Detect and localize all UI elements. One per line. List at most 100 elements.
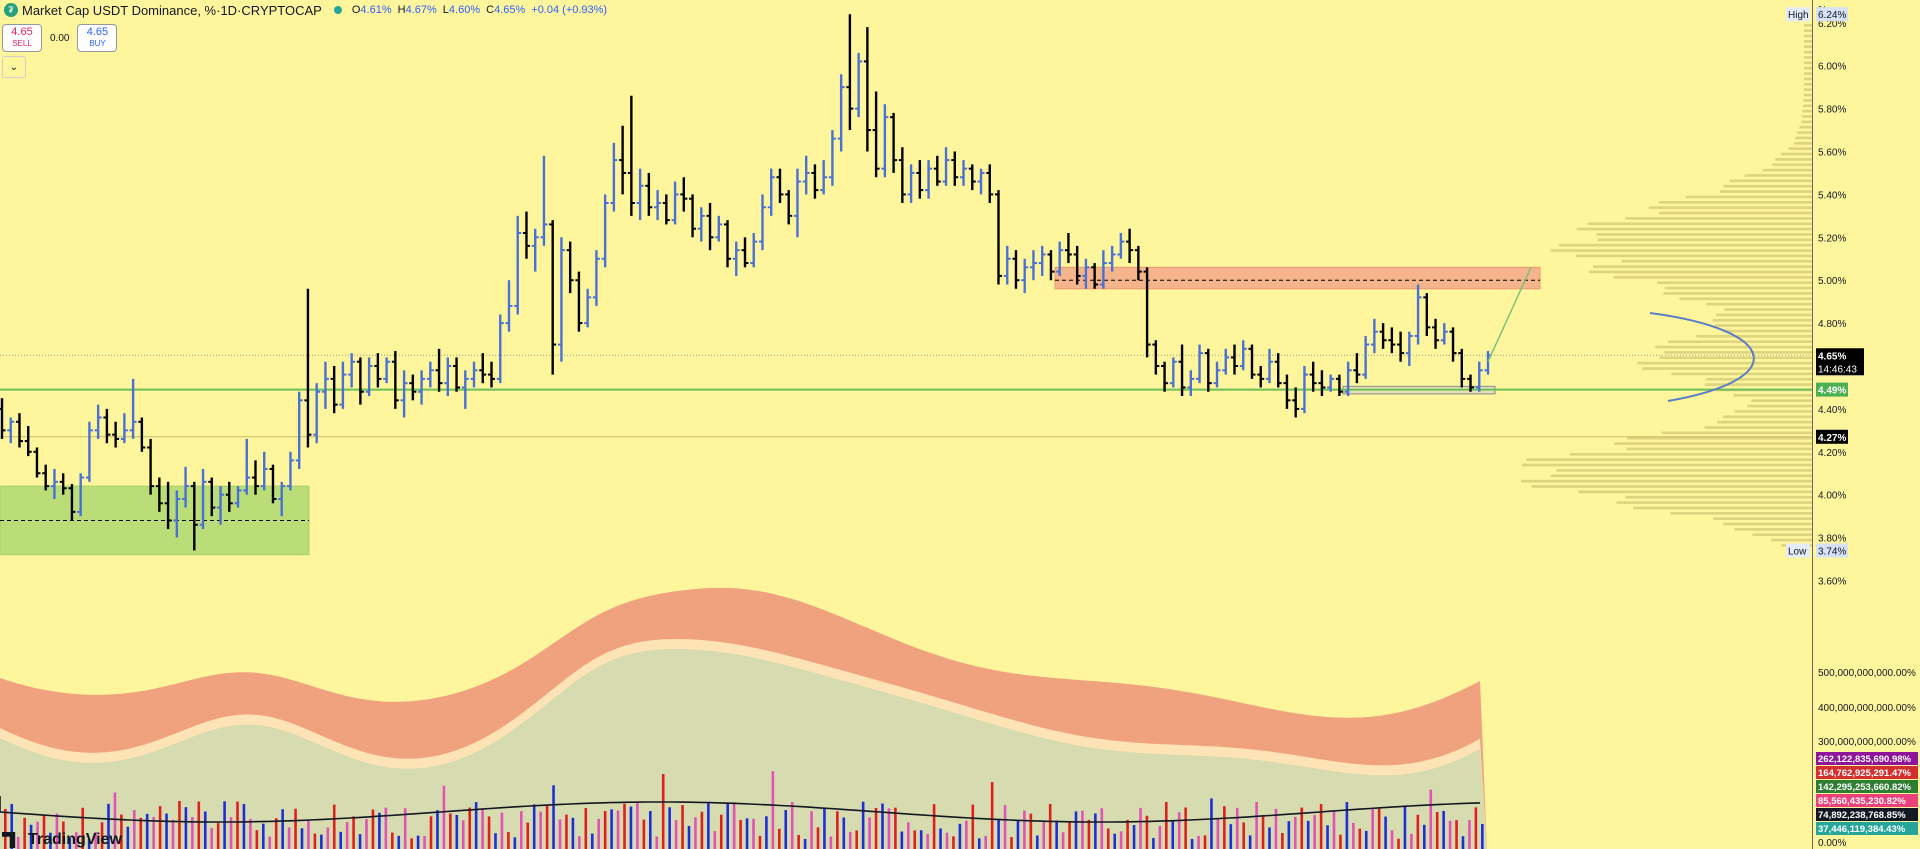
volume-bar [107, 803, 110, 849]
ohlc-bar [453, 357, 461, 392]
volume-bar [1416, 814, 1420, 849]
symbol-title[interactable]: Market Cap USDT Dominance, % [22, 2, 217, 18]
low-value: L4.60% [442, 4, 481, 16]
collapse-legend-button[interactable]: ⌄ [2, 56, 26, 78]
volume-bar [23, 817, 26, 849]
volume-bar [1132, 825, 1136, 849]
ohlc-bar [243, 438, 251, 495]
ohlc-bar [435, 348, 443, 392]
ohlc-bar [339, 361, 347, 409]
ohlc-bar [898, 147, 906, 203]
volume-bar [881, 803, 884, 849]
volume-profile-row [1801, 120, 1812, 124]
volume-profile-row [1781, 152, 1812, 156]
volume-bar [281, 809, 284, 849]
volume-bar [442, 785, 446, 849]
ohlc-bar [269, 464, 277, 504]
ohlc-bar [286, 451, 294, 491]
volume-bar [1358, 828, 1362, 849]
volume-bar [1029, 813, 1033, 849]
ohlc-bar [986, 164, 994, 203]
ohlc-bar [0, 398, 6, 439]
level-lines [0, 354, 1812, 438]
volume-bar [1042, 821, 1046, 849]
ohlc-bar [610, 142, 618, 212]
ohlc-bar [1432, 318, 1440, 349]
ohlc-bar [1292, 387, 1300, 418]
ohlc-bar [1467, 374, 1475, 392]
ohlc-bar [1274, 353, 1282, 388]
volume-bar [358, 834, 362, 849]
ohlc-bar [942, 147, 950, 186]
ohlc-bar [1091, 263, 1099, 289]
volume-bar [1281, 832, 1284, 849]
ohlc-bar [575, 271, 583, 332]
tradingview-logo[interactable]: TradingView [2, 831, 122, 849]
volume-profile-row [1556, 469, 1812, 472]
volume-profile-row [1803, 93, 1812, 97]
ohlc-bar [260, 451, 268, 491]
interval-label[interactable]: 1D [220, 2, 238, 18]
ohlc-bar [1029, 250, 1037, 281]
ohlc-bar [217, 486, 225, 525]
volume-bar [1448, 820, 1452, 849]
ohlc-bar [24, 426, 32, 457]
volume-bar [1384, 816, 1387, 849]
ohlc-bar [15, 413, 23, 448]
volume-bar [268, 836, 272, 849]
volume-bar [1203, 835, 1207, 849]
volume-bar [1152, 837, 1155, 849]
volume-bar [597, 818, 600, 849]
volume-profile-row [1734, 528, 1812, 531]
ohlc-bar [1239, 340, 1247, 371]
volume-profile-row [1626, 436, 1812, 440]
sell-button[interactable]: 4.65 SELL [2, 24, 42, 52]
ohlc-bar [802, 155, 810, 195]
ohlc-bar [1073, 245, 1081, 285]
volume-bar [294, 808, 297, 849]
volume-bar [984, 835, 987, 849]
ohlc-bar [584, 288, 592, 328]
ohlc-bar [409, 374, 417, 401]
volume-profile-row [1717, 420, 1812, 424]
price-axis[interactable]: %6.40%6.20%6.00%5.80%5.60%5.40%5.20%5.00… [1786, 0, 1920, 849]
volume-bar [855, 830, 858, 849]
volume-bar [932, 804, 936, 849]
volume-bar [1287, 821, 1291, 849]
volume-profile-row [1520, 479, 1812, 483]
volume-bar [726, 802, 729, 849]
volume-profile-row [1648, 206, 1812, 209]
volume-bar [823, 808, 826, 849]
ohlc-bar [715, 215, 723, 242]
volume-bar [320, 834, 323, 849]
volume-bar [352, 816, 355, 849]
ohlc-bar [776, 168, 784, 203]
volume-bar [668, 807, 671, 849]
volume-profile-row [1803, 29, 1812, 32]
volume-bar [1087, 819, 1091, 849]
volume-bar [803, 838, 807, 849]
ohlc-bar [627, 95, 635, 216]
volume-bar [403, 808, 407, 849]
ohlc-bar [1248, 344, 1256, 379]
volume-bar [184, 807, 188, 849]
ohlc-bar [968, 164, 976, 191]
volume-profile-row [1788, 147, 1812, 150]
ohlc-bar [225, 481, 233, 512]
volume-bar [36, 821, 39, 849]
volume-bar [1390, 830, 1394, 849]
ohlc-bar [1222, 348, 1230, 375]
volume-bar [236, 801, 239, 849]
volume-bar [68, 837, 72, 849]
market-status-icon[interactable] [333, 6, 342, 14]
volume-bar [274, 818, 278, 849]
volume-bar [558, 819, 562, 849]
ohlc-bar [1187, 370, 1195, 397]
buy-button[interactable]: 4.65 BUY [77, 24, 118, 52]
ohlc-bar [1047, 250, 1055, 281]
volume-badge [1816, 766, 1918, 779]
ohlc-bar [1152, 340, 1160, 375]
volume-profile-row [1752, 533, 1812, 537]
ohlc-bar [190, 481, 198, 551]
